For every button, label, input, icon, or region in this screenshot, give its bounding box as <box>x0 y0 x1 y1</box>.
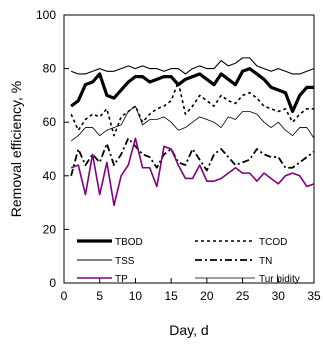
series-line-tss <box>70 57 315 75</box>
y-tick-label: 40 <box>43 169 57 183</box>
x-axis-label: Day, d <box>169 322 208 338</box>
x-tick-label: 35 <box>307 289 321 303</box>
legend-label-tcod: TCOD <box>259 237 287 248</box>
y-axis-label: Removal efficiency, % <box>8 81 24 217</box>
series-line-tcod <box>70 81 314 137</box>
y-tick-label: 100 <box>36 8 56 22</box>
y-tick-label: 0 <box>49 276 56 290</box>
legend-label-tn: TN <box>259 256 272 267</box>
x-tick-label: 10 <box>129 289 143 303</box>
x-tick-label: 25 <box>236 289 250 303</box>
x-tick-label: 30 <box>272 289 286 303</box>
series-line-tbod <box>70 66 314 114</box>
x-tick-label: 20 <box>200 289 214 303</box>
legend-label-tp: TP <box>115 274 128 285</box>
y-tick-label: 80 <box>43 62 57 76</box>
legend-label-tss: TSS <box>115 256 135 267</box>
x-tick-label: 15 <box>164 289 178 303</box>
series-line-tp <box>70 137 315 207</box>
legend-label-tbod: TBOD <box>115 237 143 248</box>
x-tick-label: 0 <box>61 289 68 303</box>
legend-label-turbidity: Tur bidity <box>259 274 300 285</box>
y-tick-label: 20 <box>43 222 57 236</box>
plot-area-frame <box>63 14 315 284</box>
x-tick-label: 5 <box>96 289 103 303</box>
series-line-turbidity <box>70 105 315 142</box>
y-tick-label: 60 <box>43 115 57 129</box>
